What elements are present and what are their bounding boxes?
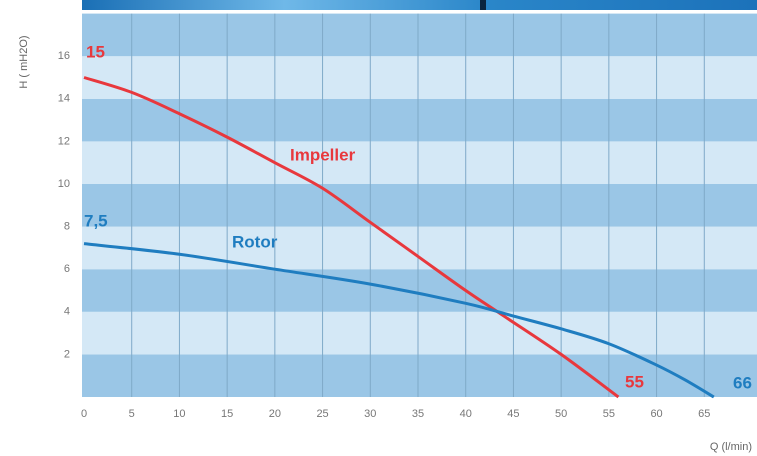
x-tick-label: 10: [173, 408, 185, 420]
stripe: [82, 98, 757, 142]
x-tick-label: 45: [507, 408, 519, 420]
x-tick-label: 60: [650, 408, 662, 420]
x-tick-label: 0: [81, 408, 87, 420]
plot-area: [82, 13, 757, 399]
stripe: [82, 184, 757, 227]
stripe: [82, 311, 757, 355]
annotation: 7,5: [84, 211, 108, 230]
x-tick-label: 30: [364, 408, 376, 420]
y-tick-label: 14: [58, 93, 70, 105]
y-tick-label: 10: [58, 178, 70, 190]
x-axis-label: Q (l/min): [710, 441, 752, 453]
stripe: [82, 13, 757, 57]
curve: [83, 242, 715, 399]
x-tick-label: 35: [412, 408, 424, 420]
y-tick-label: 4: [64, 306, 70, 318]
stripe: [82, 56, 757, 99]
curve: [83, 76, 620, 399]
annotation: 55: [625, 372, 644, 391]
stripe: [82, 354, 757, 397]
y-tick-label: 2: [64, 348, 70, 360]
annotation: 15: [86, 42, 105, 61]
stripe: [82, 226, 757, 270]
x-tick-label: 65: [698, 408, 710, 420]
banner-mark: [480, 0, 486, 10]
x-tick-label: 20: [269, 408, 281, 420]
x-tick-label: 25: [316, 408, 328, 420]
x-tick-label: 15: [221, 408, 233, 420]
annotation: 66: [733, 373, 752, 392]
series-label: Rotor: [232, 232, 278, 251]
y-tick-label: 6: [64, 263, 70, 275]
x-tick-label: 55: [603, 408, 615, 420]
series-label: Impeller: [290, 145, 356, 164]
x-tick-label: 40: [460, 408, 472, 420]
stripe: [82, 141, 757, 184]
x-tick-label: 5: [129, 408, 135, 420]
y-tick-label: 12: [58, 135, 70, 147]
y-axis-label: H ( mH2O): [18, 35, 30, 88]
y-tick-label: 8: [64, 221, 70, 233]
x-tick-label: 50: [555, 408, 567, 420]
banner: [82, 0, 757, 10]
y-tick-label: 16: [58, 50, 70, 62]
stripe: [82, 269, 757, 312]
